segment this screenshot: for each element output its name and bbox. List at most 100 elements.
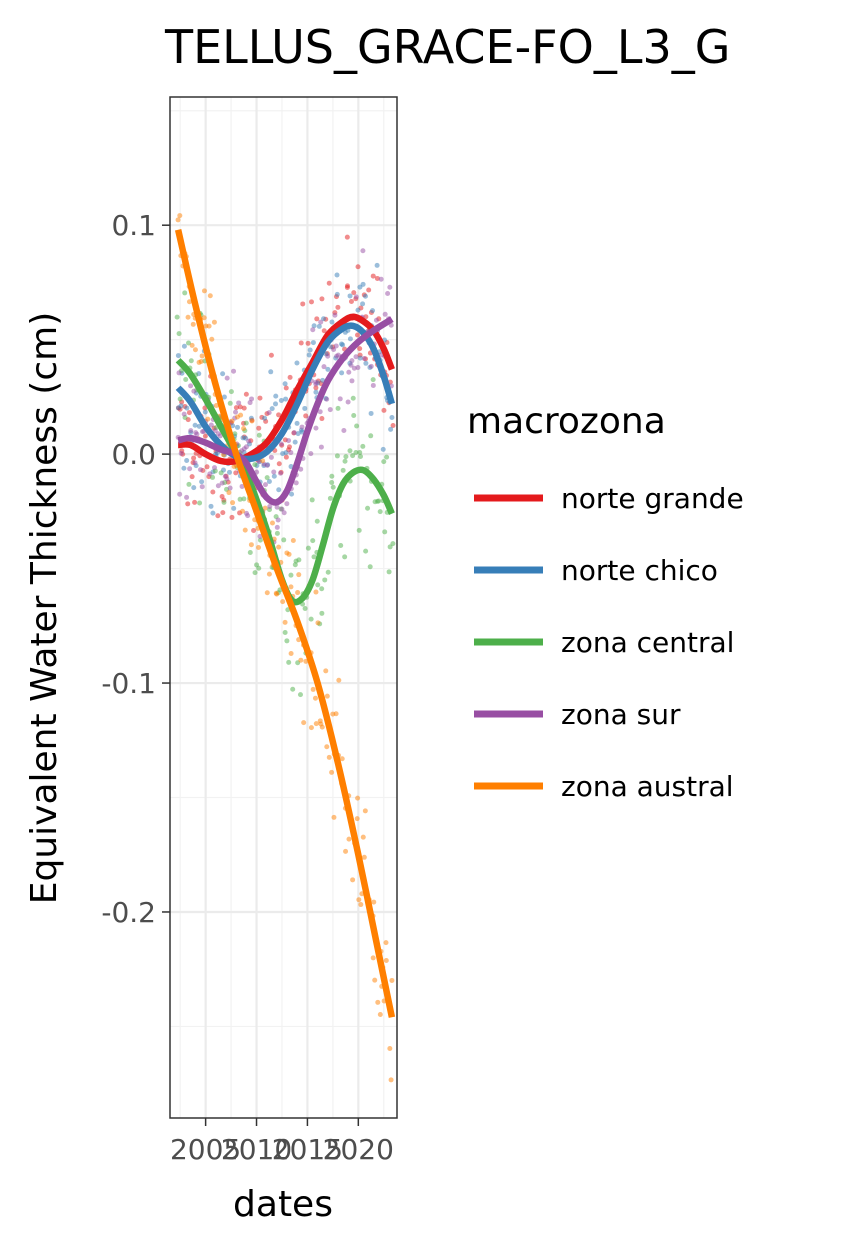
scatter-point <box>353 354 359 360</box>
scatter-point <box>308 725 314 731</box>
legend-label: zona central <box>561 626 734 659</box>
scatter-point <box>221 394 227 400</box>
scatter-point <box>196 423 202 429</box>
scatter-point <box>192 460 198 466</box>
scatter-point <box>355 307 361 313</box>
smooth-lines <box>174 229 396 1018</box>
scatter-point <box>357 346 363 352</box>
scatter-point <box>184 494 190 500</box>
scatter-point <box>274 530 280 536</box>
scatter-point <box>368 410 374 416</box>
scatter-point <box>243 420 249 426</box>
scatter-point <box>324 396 330 402</box>
scatter-point <box>181 343 187 349</box>
scatter-point <box>197 500 203 506</box>
scatter-point <box>362 293 368 299</box>
scatter-point <box>286 438 292 444</box>
scatter-point <box>342 554 348 560</box>
scatter-point <box>361 356 367 362</box>
scatter-point <box>176 370 182 376</box>
scatter-point <box>390 423 396 429</box>
scatter-point <box>217 433 223 439</box>
scatter-point <box>344 234 350 240</box>
scatter-point <box>262 505 268 511</box>
scatter-point <box>178 450 184 456</box>
scatter-point <box>374 275 380 281</box>
scatter-point <box>273 393 279 399</box>
scatter-point <box>288 464 294 470</box>
scatter-point <box>346 369 352 375</box>
scatter-point <box>249 396 255 402</box>
scatter-point <box>303 413 309 419</box>
scatter-point <box>288 650 294 656</box>
scatter-point <box>336 677 342 683</box>
scatter-point <box>257 395 263 401</box>
scatter-point <box>215 483 221 489</box>
scatter-point <box>323 668 329 674</box>
scatter-point <box>199 484 205 490</box>
scatter-point <box>307 347 313 353</box>
scatter-point <box>300 301 306 307</box>
scatter-point <box>212 465 218 471</box>
scatter-point <box>329 319 335 325</box>
scatter-point <box>333 711 339 717</box>
scatter-point <box>372 977 378 983</box>
scatter-point <box>236 400 242 406</box>
scatter-point <box>256 565 262 571</box>
scatter-point <box>387 1046 393 1052</box>
scatter-point <box>360 301 366 307</box>
scatter-point <box>278 470 284 476</box>
scatter-point <box>210 510 216 516</box>
scatter-point <box>188 358 194 364</box>
scatter-point <box>186 481 192 487</box>
scatter-point <box>321 364 327 370</box>
scatter-point <box>358 902 364 908</box>
scatter-point <box>287 374 293 380</box>
scatter-point <box>191 388 197 394</box>
scatter-point <box>298 340 304 346</box>
scatter-point <box>354 423 360 429</box>
scatter-point <box>273 401 279 407</box>
scatter-point <box>212 428 218 434</box>
x-tick-label: 2020 <box>323 1133 394 1166</box>
scatter-point <box>313 385 319 391</box>
scatter-point <box>355 795 361 801</box>
scatter-point <box>186 410 192 416</box>
scatter-point <box>213 403 219 409</box>
scatter-point <box>207 293 213 299</box>
scatter-point <box>355 264 361 270</box>
scatter-point <box>356 527 362 533</box>
scatter-point <box>229 418 235 424</box>
scatter-point <box>269 406 275 412</box>
scatter-point <box>378 276 384 282</box>
scatter-point <box>202 433 208 439</box>
scatter-point <box>297 692 303 698</box>
scatter-point <box>252 570 258 576</box>
scatter-point <box>302 606 308 612</box>
scatter-point <box>340 342 346 348</box>
scatter-point <box>245 513 251 519</box>
scatter-point <box>199 353 205 359</box>
scatter-point <box>289 491 295 497</box>
scatter-point <box>327 495 333 501</box>
scatter-point <box>366 287 372 293</box>
scatter-point <box>181 465 187 471</box>
scatter-point <box>185 314 191 320</box>
scatter-point <box>288 450 294 456</box>
scatter-point <box>311 554 317 560</box>
scatter-point <box>206 323 212 329</box>
scatter-point <box>331 814 337 820</box>
scatter-point <box>389 414 395 420</box>
scatter-point <box>349 378 355 384</box>
y-axis-ticks: 0.1 0.0 -0.1 -0.2 <box>101 209 170 929</box>
scatter-point <box>370 273 376 279</box>
scatter-point <box>335 304 341 310</box>
scatter-point <box>332 312 338 318</box>
scatter-point <box>268 352 274 358</box>
scatter-point <box>211 319 217 325</box>
scatter-point <box>305 340 311 346</box>
scatter-point <box>330 484 336 490</box>
scatter-point <box>360 248 366 254</box>
scatter-point <box>339 370 345 376</box>
